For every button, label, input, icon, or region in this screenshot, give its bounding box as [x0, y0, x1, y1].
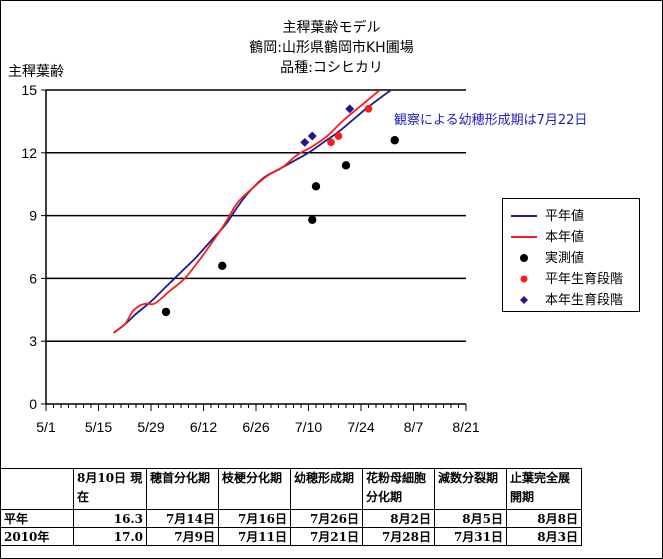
table-cell: 7月16日 [218, 509, 291, 528]
legend-swatch-diamond [511, 293, 537, 304]
legend-label: 平年値 [545, 209, 585, 224]
data-point [308, 215, 317, 224]
y-tick-label: 6 [29, 270, 37, 286]
growth-stage-table: 8月10日 現在 穂首分化期 枝梗分化期 幼穂形成期 花粉母細胞分化期 減数分裂… [0, 468, 582, 546]
table-header-cell: 減数分裂期 [434, 468, 507, 510]
series-line-1 [112, 90, 381, 334]
table-cell: 16.3 [73, 509, 147, 528]
table-cell: 8月5日 [434, 509, 507, 528]
legend-swatch-circle [511, 251, 537, 262]
series-line-0 [112, 90, 392, 334]
data-point [161, 307, 171, 317]
data-point [390, 136, 399, 145]
legend-item-this-year: 本年値 [503, 224, 639, 245]
table-row-label: 平年 [0, 509, 74, 528]
table-header-cell: 8月10日 現在 [73, 468, 147, 510]
x-tick-label: 7/10 [295, 419, 322, 435]
table-cell: 7月26日 [290, 509, 363, 528]
x-tick-label: 8/21 [452, 419, 479, 435]
data-point [334, 132, 343, 140]
table-row: 2010年 17.0 7月9日 7月11日 7月21日 7月28日 7月31日 … [0, 527, 582, 546]
table-row: 平年 16.3 7月14日 7月16日 7月26日 8月2日 8月5日 8月8日 [0, 509, 582, 528]
table-cell: 7月9日 [146, 527, 219, 546]
x-tick-label: 5/1 [36, 419, 56, 435]
table-cell: 7月11日 [218, 527, 291, 546]
data-point [327, 138, 335, 147]
leaf-age-chart: 0 3 6 9 12 15 5/1 5/15 5/29 6/12 6/26 7/10 7/24 8/7 8/… [21, 82, 479, 435]
table-header-row: 8月10日 現在 穂首分化期 枝梗分化期 幼穂形成期 花粉母細胞分化期 減数分裂… [0, 468, 582, 510]
data-point [364, 105, 373, 113]
legend-item-normal-stage: 平年生育段階 [503, 266, 639, 287]
y-axis-label: 主稈葉齢 [8, 64, 64, 80]
table-cell: 7月14日 [146, 509, 219, 528]
table-header-cell: 穂首分化期 [146, 468, 219, 510]
x-tick-label: 8/7 [404, 419, 424, 435]
x-tick-label: 5/15 [85, 419, 112, 435]
table-cell: 8月8日 [506, 509, 582, 528]
legend-swatch-circle [511, 272, 537, 283]
data-point [311, 182, 321, 191]
legend-label: 本年値 [545, 230, 585, 245]
chart-title-line-3: 品種:コシヒカリ [280, 60, 383, 76]
table-cell: 7月21日 [290, 527, 363, 546]
table-header-cell: 枝梗分化期 [218, 468, 291, 510]
data-point-diamond [300, 137, 310, 147]
y-tick-label: 12 [21, 145, 37, 161]
y-tick-label: 3 [29, 333, 37, 349]
table-cell: 7月31日 [434, 527, 507, 546]
x-tick-label: 7/24 [347, 419, 374, 435]
data-point [341, 161, 351, 170]
chart-title-line-2: 鶴岡:山形県鶴岡市KH圃場 [249, 40, 414, 56]
table-cell: 17.0 [73, 527, 147, 546]
chart-title-line-1: 主稈葉齢モデル [282, 20, 381, 36]
data-point-diamond [307, 131, 317, 141]
table-header-cell: 止葉完全展開期 [506, 468, 582, 510]
table-header-cell: 幼穂形成期 [290, 468, 363, 510]
table-cell: 8月2日 [362, 509, 435, 528]
table-row-label: 2010年 [0, 527, 74, 546]
table-header-cell: 花粉母細胞分化期 [362, 468, 435, 510]
legend: 平年値 本年値 実測値 平年生育段階 本年生育段階 [502, 198, 640, 312]
x-tick-label: 6/26 [242, 419, 269, 435]
annotation-text: 観察による幼穂形成期は7月22日 [394, 113, 588, 128]
legend-label: 実測値 [545, 251, 585, 266]
legend-swatch-line [511, 230, 537, 238]
y-tick-label: 9 [29, 208, 37, 224]
data-point [218, 261, 227, 271]
x-tick-label: 5/29 [137, 419, 164, 435]
y-tick-label: 0 [29, 396, 37, 412]
legend-swatch-line [511, 209, 537, 217]
legend-label: 本年生育段階 [545, 293, 624, 308]
x-tick-label: 6/12 [190, 419, 217, 435]
table-corner-cell [0, 468, 74, 510]
legend-item-measured: 実測値 [503, 245, 639, 266]
table-cell: 8月3日 [506, 527, 582, 546]
data-point-diamond [345, 104, 355, 114]
table-cell: 7月28日 [362, 527, 435, 546]
y-tick-label: 15 [21, 82, 37, 98]
legend-item-this-year-stage: 本年生育段階 [503, 287, 639, 308]
legend-label: 平年生育段階 [545, 272, 624, 287]
legend-item-normal-year: 平年値 [503, 203, 639, 224]
